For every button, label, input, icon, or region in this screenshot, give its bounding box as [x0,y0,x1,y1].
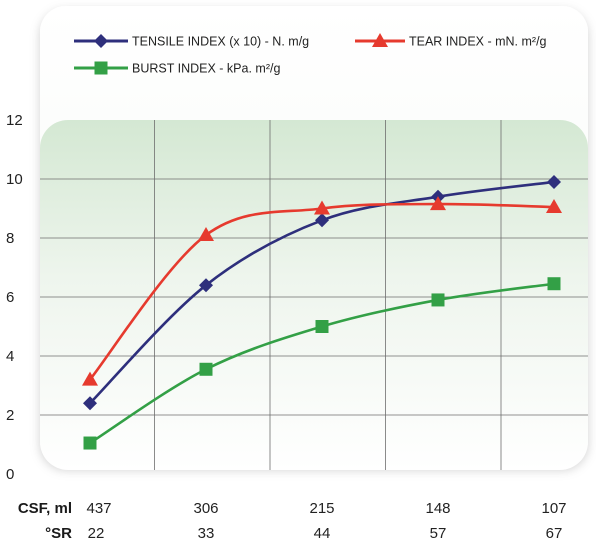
legend-swatch-marker [372,33,388,47]
x-tick-label-csf: 107 [541,500,566,517]
tear-index-point [430,196,446,211]
x-row-label-csf: CSF, ml [18,500,72,517]
x-tick-label-sr: 44 [314,525,331,542]
y-tick-label: 6 [6,289,14,306]
burst-index-series [83,277,561,450]
burst-index-point [547,277,561,291]
tear-index-point [198,227,214,242]
burst-index-point [315,320,329,333]
y-tick-label: 2 [6,407,14,424]
tensile-index-point [199,278,213,293]
tear-index-point [546,199,562,214]
gridlines [40,120,588,470]
tensile-index-point [315,213,329,228]
series-lines [82,174,562,450]
x-tick-label-csf: 215 [309,500,334,517]
x-tick-label-sr: 22 [88,525,105,542]
x-row-label-sr: °SR [45,525,72,542]
tensile-index-point [547,174,561,189]
burst-index-point [83,436,97,450]
y-axis-ticks: 0 2 4 6 8 10 12 [6,112,23,483]
tear-index-point [82,371,98,386]
y-tick-label: 10 [6,171,23,188]
tear-index-series [82,196,562,386]
x-tick-label-sr: 57 [430,525,447,542]
y-tick-label: 0 [6,466,14,483]
y-tick-label: 4 [6,348,14,365]
x-axis-ticks: 437 306 215 148 107 22 33 44 57 67 [86,500,566,542]
legend-label: TEAR INDEX - mN. m²/g [409,35,547,49]
burst-index-point [199,362,213,376]
y-tick-label: 12 [6,112,23,129]
legend-swatch-marker [94,61,108,75]
tensile-index-point [83,396,97,411]
legend-item-tear-index: TEAR INDEX - mN. m²/g [355,33,547,49]
legend-label: BURST INDEX - kPa. m²/g [132,62,280,76]
x-tick-label-sr: 67 [546,525,563,542]
x-tick-label-csf: 148 [425,500,450,517]
x-tick-label-csf: 437 [86,500,111,517]
legend-swatch-marker [94,34,108,48]
plot-area [40,120,588,470]
legend-item-burst-index: BURST INDEX - kPa. m²/g [74,61,280,76]
legend-item-tensile-index: TENSILE INDEX (x 10) - N. m/g [74,34,309,49]
legend: TENSILE INDEX (x 10) - N. m/g TEAR INDEX … [74,33,547,76]
y-tick-label: 8 [6,230,14,247]
x-tick-label-sr: 33 [198,525,215,542]
legend-label: TENSILE INDEX (x 10) - N. m/g [132,35,309,49]
x-tick-label-csf: 306 [193,500,218,517]
burst-index-point [431,293,445,307]
tear-index-point [314,200,330,215]
tear-index-line [88,202,555,381]
